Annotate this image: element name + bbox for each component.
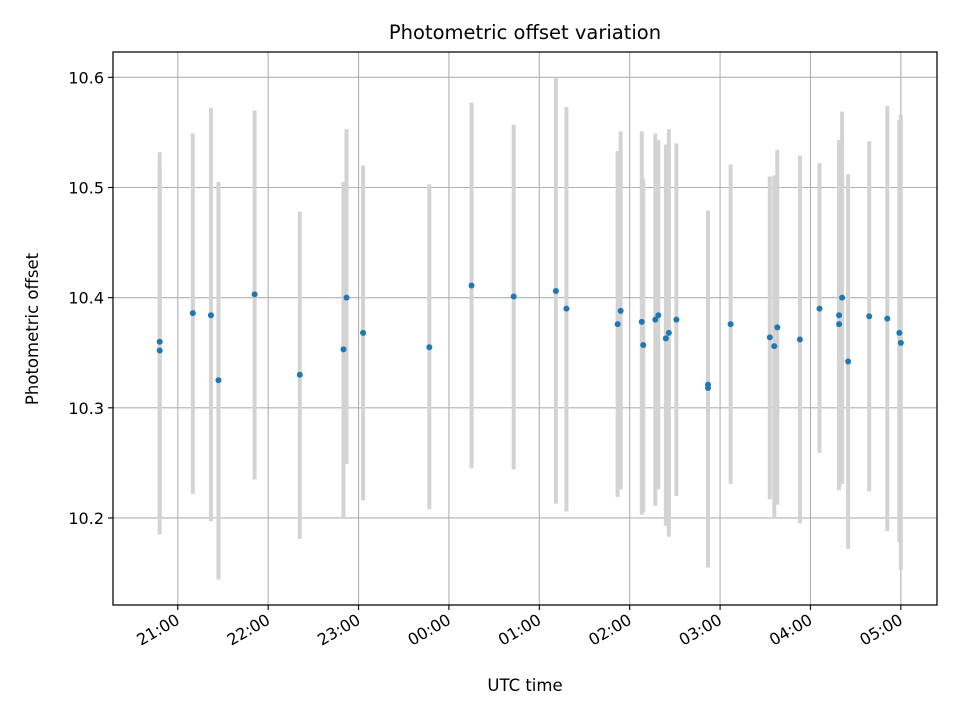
data-point [816, 305, 823, 312]
data-point [468, 282, 475, 289]
y-axis-label: Photometric offset [23, 252, 42, 405]
data-point [156, 338, 163, 345]
data-point [510, 293, 517, 300]
data-point [360, 329, 367, 336]
data-point [340, 346, 347, 353]
data-point [296, 371, 303, 378]
y-tick-label: 10.5 [68, 178, 104, 197]
plot-frame [112, 51, 938, 606]
data-point [156, 347, 163, 354]
data-point [836, 312, 843, 319]
data-point [796, 336, 803, 343]
y-tick-label: 10.4 [68, 289, 104, 308]
chart-title: Photometric offset variation [389, 21, 661, 44]
data-point [189, 310, 196, 317]
data-point [884, 315, 891, 322]
data-point [771, 343, 778, 350]
data-point [766, 334, 773, 341]
data-point [552, 288, 559, 295]
data-point [866, 313, 873, 320]
data-point [673, 316, 680, 323]
data-point [251, 291, 258, 298]
data-point [652, 316, 659, 323]
data-point [638, 318, 645, 325]
data-points [156, 282, 904, 391]
data-point [897, 339, 904, 346]
data-point [836, 321, 843, 328]
data-point [215, 377, 222, 384]
y-tick-label: 10.6 [68, 68, 104, 87]
data-point [655, 312, 662, 319]
data-point [665, 329, 672, 336]
data-point [727, 321, 734, 328]
data-point [614, 321, 621, 328]
data-point [343, 294, 350, 301]
data-point [207, 312, 214, 319]
y-tick-label: 10.2 [68, 509, 104, 528]
data-point [705, 384, 712, 391]
y-tick-label: 10.3 [68, 399, 104, 418]
data-point [839, 294, 846, 301]
data-point [845, 358, 852, 365]
data-point [774, 324, 781, 331]
data-point [617, 307, 624, 314]
data-point [896, 329, 903, 336]
data-point [662, 335, 669, 342]
data-point [426, 344, 433, 351]
data-point [563, 305, 570, 312]
data-point [640, 342, 647, 349]
x-axis-label: UTC time [487, 676, 562, 695]
